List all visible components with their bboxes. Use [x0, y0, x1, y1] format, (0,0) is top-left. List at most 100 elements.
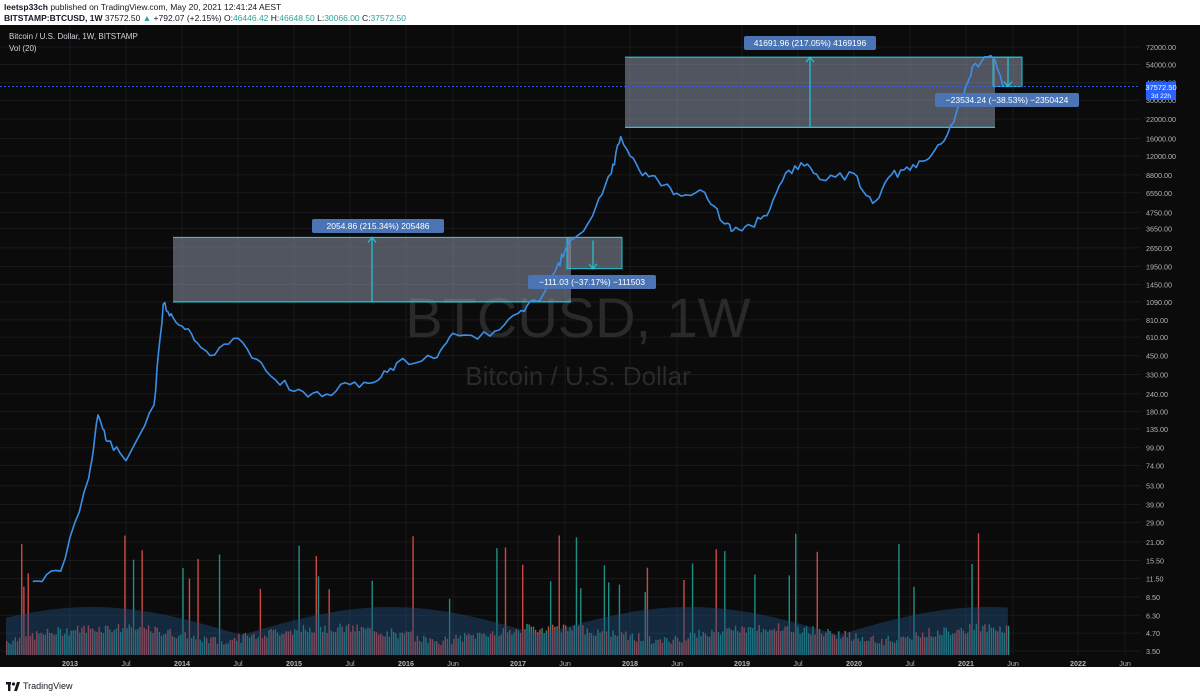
- volume-bar: [517, 630, 520, 655]
- price-tick-label: 180.00: [1146, 407, 1168, 416]
- volume-bar: [818, 629, 821, 655]
- volume-bar: [442, 640, 444, 655]
- volume-bar: [775, 631, 778, 655]
- volume-bar: [904, 637, 907, 655]
- volume-bar: [57, 627, 59, 655]
- time-tick-label: Jul: [121, 659, 131, 667]
- volume-bar: [446, 639, 449, 655]
- chart-area[interactable]: BTCUSD, 1W Bitcoin / U.S. Dollar 2054.86…: [0, 25, 1200, 668]
- volume-bar: [610, 636, 612, 655]
- volume-bar: [203, 636, 206, 655]
- price-tick-label: 8.50: [1146, 593, 1160, 602]
- chart-legend-title: Bitcoin / U.S. Dollar, 1W, BITSTAMP: [9, 32, 138, 41]
- close-value: 37572.50: [370, 13, 406, 23]
- current-price-badge: 37572.50 3d 22h: [1145, 82, 1177, 100]
- volume-bar: [55, 634, 57, 655]
- price-tick-label: 4750.00: [1146, 208, 1172, 217]
- volume-bar: [216, 643, 219, 655]
- volume-bar: [749, 627, 752, 655]
- volume-bar: [866, 640, 868, 655]
- volume-bar: [842, 636, 844, 655]
- time-tick-label: Jun: [1007, 659, 1019, 667]
- volume-bar: [109, 629, 111, 655]
- volume-bar: [6, 640, 8, 655]
- volume-bar: [160, 635, 163, 655]
- volume-bar: [627, 639, 629, 655]
- volume-bar: [208, 643, 210, 655]
- volume-bar: [827, 629, 829, 655]
- volume-bar: [799, 633, 801, 655]
- price-axis[interactable]: 72000.0054000.0040000.0030000.0022000.00…: [1140, 25, 1200, 667]
- volume-bar: [831, 634, 833, 655]
- volume-bar: [147, 625, 150, 655]
- volume-bar: [408, 632, 410, 655]
- volume-bar: [857, 638, 859, 655]
- volume-bar: [717, 631, 720, 655]
- volume-bar: [893, 642, 896, 655]
- volume-bar: [597, 629, 599, 655]
- volume-bar: [100, 632, 102, 655]
- volume-bar: [771, 630, 773, 655]
- volume-bar: [891, 641, 894, 655]
- volume-bar: [251, 635, 253, 655]
- volume-bar: [547, 626, 550, 655]
- volume-bar: [861, 636, 864, 655]
- volume-bar: [423, 635, 425, 655]
- volume-bar: [281, 634, 283, 655]
- volume-bar: [945, 627, 947, 655]
- volume-bar: [496, 548, 498, 655]
- price-tick-label: 330.00: [1146, 371, 1168, 380]
- volume-bar: [676, 637, 679, 655]
- tradingview-brand[interactable]: TradingView: [6, 681, 73, 691]
- volume-bar: [461, 641, 464, 655]
- volume-bar: [40, 632, 42, 655]
- volume-bar: [848, 632, 851, 655]
- volume-bar: [549, 581, 552, 655]
- volume-bar: [193, 635, 195, 655]
- volume-bar: [227, 643, 229, 655]
- volume-bar: [337, 627, 339, 655]
- volume-bar: [878, 643, 881, 655]
- volume-bar: [803, 627, 806, 655]
- volume-bar: [764, 629, 767, 655]
- footer: TradingView: [0, 667, 1200, 699]
- volume-bar: [221, 641, 223, 655]
- range-arrow-1-head: [367, 236, 377, 243]
- volume-bar: [395, 633, 397, 655]
- volume-bar: [218, 554, 221, 655]
- volume-bar: [511, 634, 513, 655]
- chart-svg[interactable]: BTCUSD, 1W Bitcoin / U.S. Dollar 2054.86…: [0, 25, 1200, 668]
- time-tick-label: Jul: [345, 659, 355, 667]
- volume-bar: [571, 630, 573, 655]
- volume-bar: [33, 639, 36, 655]
- volume-bar: [66, 628, 68, 655]
- time-axis[interactable]: 2013 Jul 2014 Jul 2015 Jul 2016 Jun 2017 Jun 2018 J…: [0, 655, 1200, 668]
- volume-bar: [427, 642, 429, 655]
- drop-label-2-bg: [935, 93, 1079, 107]
- volume-bar: [797, 626, 799, 655]
- volume-bar: [889, 641, 892, 655]
- volume-bar: [506, 632, 509, 655]
- volume-bar: [102, 632, 105, 655]
- publisher-name[interactable]: leetsp33ch: [4, 2, 48, 12]
- volume-bar: [438, 643, 440, 655]
- volume-bar: [356, 624, 358, 655]
- time-tick-label: 2020: [846, 659, 862, 667]
- volume-bar: [687, 638, 689, 655]
- volume-bar: [560, 632, 563, 655]
- volume-bar: [644, 592, 646, 655]
- volume-bar: [261, 638, 264, 655]
- volume-bar: [124, 535, 126, 655]
- price-tick-label: 99.00: [1146, 444, 1164, 453]
- volume-bar: [1005, 625, 1008, 655]
- volume-bar: [524, 629, 526, 655]
- volume-bar: [296, 630, 298, 655]
- volume-bar: [887, 635, 889, 655]
- volume-bar: [807, 633, 810, 655]
- volume-bar: [494, 635, 496, 655]
- time-tick-label: 2022: [1070, 659, 1086, 667]
- volume-bar: [995, 630, 997, 655]
- volume-bar: [339, 623, 341, 655]
- volume-bar: [386, 631, 388, 655]
- volume-bar: [311, 632, 313, 655]
